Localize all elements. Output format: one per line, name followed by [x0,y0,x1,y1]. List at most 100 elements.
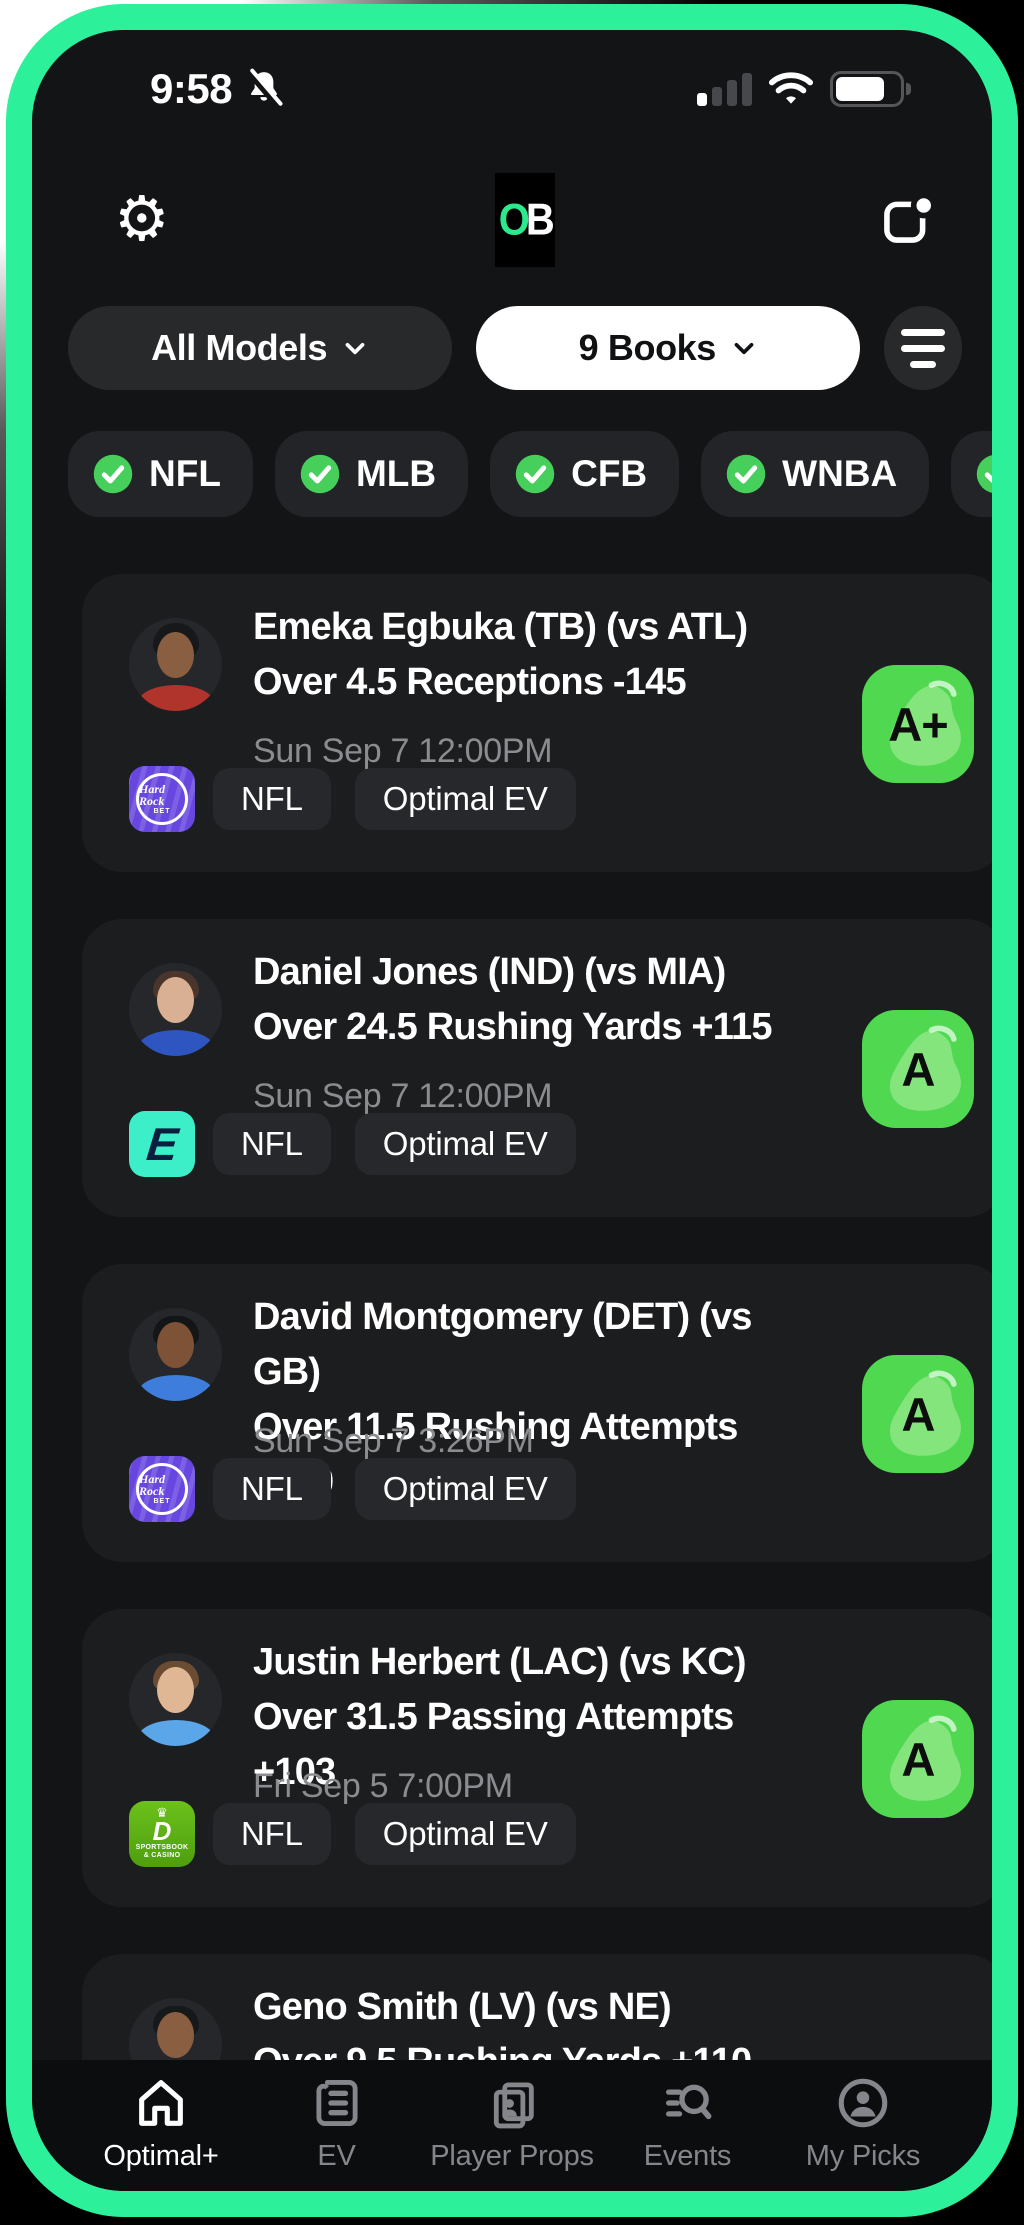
chip-label: CFB [571,453,648,494]
clock-time: 9:58 [150,65,233,112]
status-left: 9:58 [150,65,286,113]
player-avatar [129,618,222,711]
crown-icon: ♛ [156,1805,168,1820]
chip-mlb[interactable]: MLB [274,431,469,517]
draftkings-logo: ♛ D SPORTSBOOK & CASINO [129,1801,195,1867]
grade-badge: A+ [862,665,974,783]
player-line: Emeka Egbuka (TB) (vs ATL) [253,606,748,648]
books-dropdown-label: 9 Books [578,327,717,368]
filter-button[interactable] [884,306,962,390]
share-notification-icon[interactable] [880,191,934,249]
league-tag: NFL [213,1458,331,1520]
grade-badge: A [862,1700,974,1818]
tab-label: My Picks [805,2140,921,2172]
check-circle-icon [726,454,766,494]
check-circle-icon [515,454,555,494]
bomb-watermark-icon [889,1025,961,1111]
chip-ml[interactable]: ML [951,431,992,517]
hard-rock-bet-logo: Hard Rock BET [129,1456,195,1522]
tab-ev[interactable]: EV [252,2074,422,2191]
bet-title: Justin Herbert (LAC) (vs KC) Over 31.5 P… [253,1635,816,1800]
models-dropdown-label: All Models [151,327,328,368]
bomb-watermark-icon [889,1370,961,1456]
tab-label: EV [317,2140,356,2172]
bet-card[interactable]: Daniel Jones (IND) (vs MIA) Over 24.5 Ru… [82,919,992,1217]
bet-line: Over 24.5 Rushing Yards +115 [253,1006,773,1048]
chip-cfb[interactable]: CFB [490,431,680,517]
books-dropdown[interactable]: 9 Books [476,306,861,390]
league-tag: NFL [213,1803,331,1865]
grade-letter: A [901,1387,936,1441]
event-datetime: Sun Sep 7 12:00PM [253,1077,553,1115]
tab-events[interactable]: Events [603,2074,773,2191]
chip-wnba[interactable]: WNBA [701,431,930,517]
espn-bet-letter: E [143,1118,181,1170]
tab-label: Events [643,2140,732,2172]
tag-row: NFL Optimal EV [213,768,576,830]
player-avatar [129,963,222,1056]
model-tag: Optimal EV [354,1113,576,1175]
bet-card[interactable]: David Montgomery (DET) (vs GB) Over 11.5… [82,1264,992,1562]
bet-card-list: Emeka Egbuka (TB) (vs ATL) Over 4.5 Rece… [82,574,992,2191]
chip-nfl[interactable]: NFL [68,431,253,517]
grade-letter: A [901,1042,936,1096]
settings-gear-icon[interactable]: ⚙ [114,185,170,254]
check-circle-icon [93,454,133,494]
grade-badge: A [862,1010,974,1128]
event-datetime: Fri Sep 5 7:00PM [253,1767,513,1805]
check-circle-icon [300,454,340,494]
model-tag: Optimal EV [354,768,576,830]
event-datetime: Sun Sep 7 3:26PM [253,1422,534,1460]
tab-optimal-plus[interactable]: Optimal+ [76,2074,246,2191]
grade-letter: A [901,1732,936,1786]
sport-filter-chips: NFL MLB CFB WNBA ML [68,431,992,517]
home-icon [139,2080,183,2126]
model-tag: Optimal EV [354,1803,576,1865]
models-dropdown[interactable]: All Models [68,306,453,390]
bet-line: Over 4.5 Receptions -145 [253,661,687,703]
person-circle-icon [838,2078,888,2128]
battery-icon [830,71,911,107]
check-circle-icon [976,455,992,493]
bomb-watermark-icon [889,1715,961,1801]
player-line: Daniel Jones (IND) (vs MIA) [253,951,726,993]
model-tag: Optimal EV [354,1458,576,1520]
chip-label: WNBA [782,453,898,494]
tag-row: NFL Optimal EV [213,1113,576,1175]
player-line: Justin Herbert (LAC) (vs KC) [253,1641,747,1683]
tab-my-picks[interactable]: My Picks [778,2074,948,2191]
draftkings-letter: D [152,1816,172,1846]
bet-line: Over 31.5 Passing Attempts +103 [253,1696,734,1793]
bet-card[interactable]: Emeka Egbuka (TB) (vs ATL) Over 4.5 Rece… [82,574,992,872]
player-avatar [129,1308,222,1401]
search-list-icon [665,2084,711,2120]
bomb-watermark-icon [889,680,961,766]
status-bar: 9:58 [150,65,911,113]
selector-row: All Models 9 Books [68,306,962,390]
tag-row: NFL Optimal EV [213,1803,576,1865]
league-tag: NFL [213,1113,331,1175]
bet-card[interactable]: Justin Herbert (LAC) (vs KC) Over 31.5 P… [82,1609,992,1907]
status-right [697,71,911,107]
logo-letter-b: B [525,194,555,245]
player-avatar [129,1653,222,1746]
hard-rock-bet-text: BET [153,1497,171,1505]
league-tag: NFL [213,768,331,830]
bet-title: Emeka Egbuka (TB) (vs ATL) Over 4.5 Rece… [253,600,816,710]
player-line: Geno Smith (LV) (vs NE) [253,1986,672,2028]
grade-badge: A [862,1355,974,1473]
chip-label: NFL [149,453,221,494]
tab-label: Optimal+ [103,2140,219,2172]
tab-player-props[interactable]: Player Props [427,2074,597,2191]
phone-frame: 9:58 ⚙ [6,4,1018,2217]
logo-letter-o: O [498,194,530,245]
hard-rock-bet-text: BET [153,807,171,815]
bell-muted-icon [246,68,283,109]
draftkings-sub1: SPORTSBOOK [135,1844,189,1851]
bottom-tab-bar: Optimal+ EV Player Pr [32,2060,992,2191]
receipt-icon [315,2080,358,2126]
app-screen: 9:58 ⚙ [32,30,992,2191]
event-datetime: Sun Sep 7 12:00PM [253,732,553,770]
